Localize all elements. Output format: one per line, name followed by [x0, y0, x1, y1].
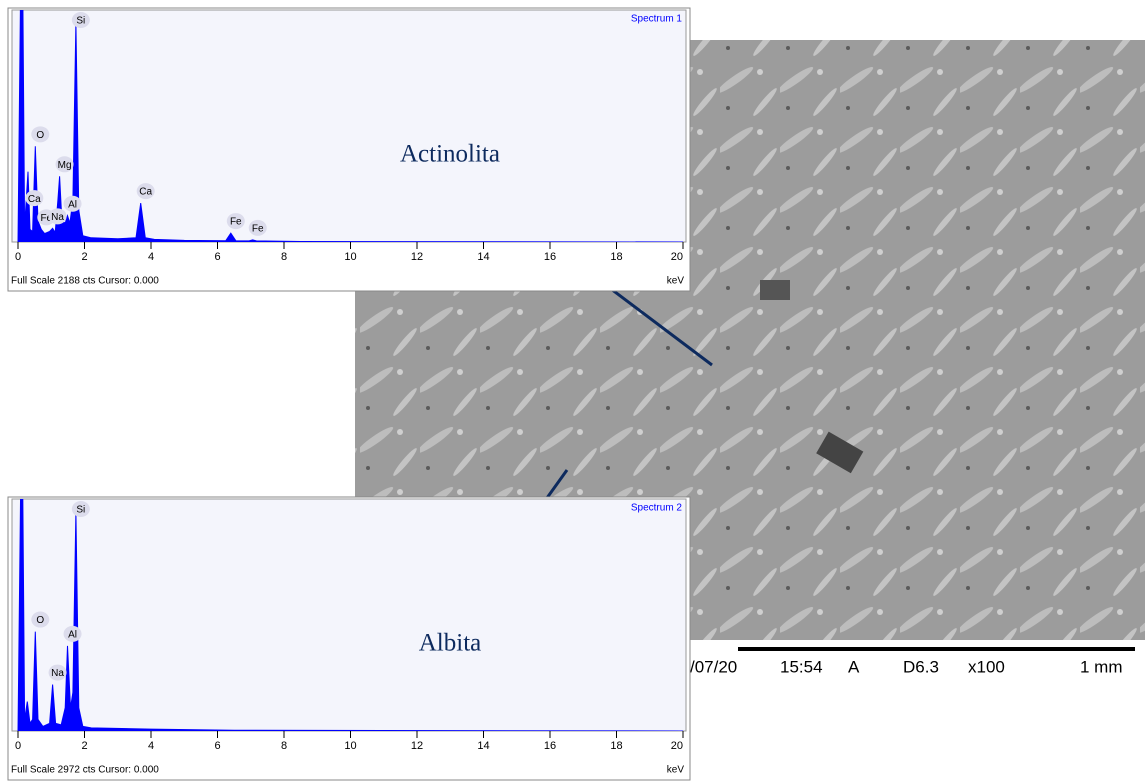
micrograph-label: A	[848, 657, 860, 676]
x-tick-label: 6	[214, 251, 220, 263]
footer: Full Scale 2188 cts Cursor: 0.000	[11, 276, 159, 287]
micrograph-label: 15:54	[780, 657, 823, 676]
x-tick-label: 12	[411, 740, 423, 752]
peak-label: Fe	[230, 217, 242, 228]
annotation: Actinolita	[400, 141, 500, 168]
micrograph-label: 1 mm	[1080, 657, 1123, 676]
x-tick-label: 2	[81, 251, 87, 263]
spectrum-panel: 0 2 4 6 8 10 12 14 16 18 20 Spectrum 1 Full Scale 21…	[8, 0, 690, 291]
page: /07/20 15:54 A D6.3 x100 1 mm 0 2 4 6 8 10 12 14 16 18 2…	[0, 0, 1145, 783]
peak-label: Al	[68, 199, 77, 210]
peak-label: O	[36, 615, 44, 626]
x-tick-label: 0	[15, 740, 21, 752]
peak-label: Na	[51, 668, 64, 679]
x-tick-label: 10	[344, 740, 356, 752]
micrograph-label: /07/20	[690, 657, 737, 676]
micrograph-label: D6.3	[903, 657, 939, 676]
annotation: Albita	[419, 630, 482, 657]
footer: Full Scale 2972 cts Cursor: 0.000	[11, 765, 159, 776]
x-tick-label: 16	[544, 740, 556, 752]
peak-label: Si	[76, 505, 85, 516]
x-unit: keV	[667, 276, 685, 287]
x-tick-label: 4	[148, 740, 154, 752]
x-tick-label: 8	[281, 251, 287, 263]
x-tick-label: 20	[671, 740, 683, 752]
peak-label: Al	[68, 630, 77, 641]
x-tick-label: 10	[344, 251, 356, 263]
x-tick-label: 20	[671, 251, 683, 263]
peak-label: Ca	[139, 187, 152, 198]
spectrum-panel: 0 2 4 6 8 10 12 14 16 18 20 Spectrum 2 Full Scale 29…	[8, 483, 690, 780]
peak-label: O	[36, 130, 44, 141]
x-tick-label: 6	[214, 740, 220, 752]
x-tick-label: 4	[148, 251, 154, 263]
x-tick-label: 2	[81, 740, 87, 752]
plot-area	[12, 499, 686, 731]
x-tick-label: 12	[411, 251, 423, 263]
peak-label: Ca	[28, 194, 41, 205]
x-tick-label: 8	[281, 740, 287, 752]
peak-label: Na	[51, 212, 64, 223]
x-tick-label: 14	[477, 740, 489, 752]
x-tick-label: 0	[15, 251, 21, 263]
x-tick-label: 18	[610, 251, 622, 263]
x-tick-label: 14	[477, 251, 489, 263]
spectrum-title: Spectrum 1	[631, 14, 683, 25]
spectrum-title: Spectrum 2	[631, 503, 683, 514]
x-tick-label: 16	[544, 251, 556, 263]
dark-grain	[760, 280, 790, 300]
figure: /07/20 15:54 A D6.3 x100 1 mm 0 2 4 6 8 10 12 14 16 18 2…	[0, 0, 1145, 783]
peak-label: Mg	[58, 160, 72, 171]
peak-label: Fe	[252, 224, 264, 235]
peak-label: Si	[76, 16, 85, 27]
micrograph-label: x100	[968, 657, 1005, 676]
x-tick-label: 18	[610, 740, 622, 752]
x-unit: keV	[667, 765, 685, 776]
plot-area	[12, 10, 686, 242]
